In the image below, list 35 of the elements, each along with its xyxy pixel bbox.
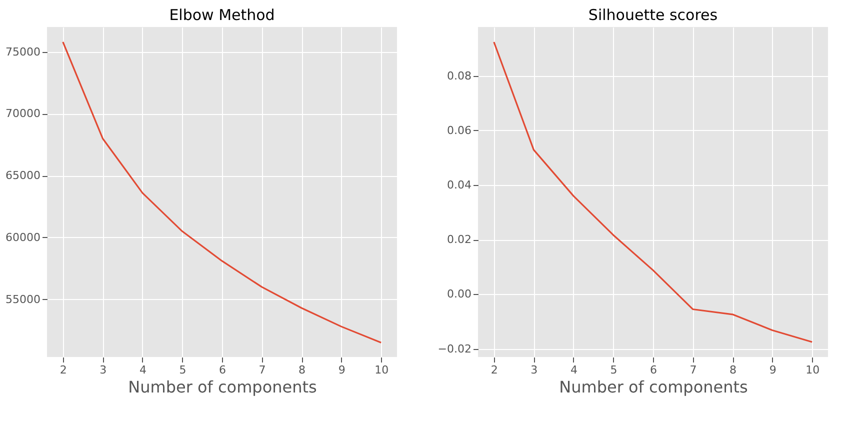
x-tick-label: 4 xyxy=(570,364,578,376)
x-tick-label: 3 xyxy=(100,364,107,376)
x-tick-label: 2 xyxy=(60,364,67,376)
x-tick-label: 6 xyxy=(219,364,226,376)
y-tick-label: 0.04 xyxy=(447,178,472,192)
x-tick-label: 3 xyxy=(530,364,538,376)
y-tick-label: 0.08 xyxy=(447,69,472,82)
x-tick-label: 9 xyxy=(769,364,776,376)
x-tick-label: 8 xyxy=(730,364,737,376)
y-tick-label: 0.00 xyxy=(447,288,472,301)
y-tick-label: −0.02 xyxy=(438,342,472,356)
chart-title: Elbow Method xyxy=(169,6,275,24)
line-series xyxy=(493,41,813,343)
x-tick-label: 10 xyxy=(806,364,820,376)
x-tick-label: 9 xyxy=(338,364,346,376)
y-tick-label: 60000 xyxy=(6,230,40,244)
y-tick-label: 75000 xyxy=(6,45,40,58)
x-tick-label: 5 xyxy=(179,364,186,376)
line-series xyxy=(62,41,382,344)
x-tick-label: 7 xyxy=(258,364,266,376)
y-tick-label: 0.02 xyxy=(447,233,472,246)
x-tick-label: 8 xyxy=(298,364,306,376)
x-tick-label: 7 xyxy=(690,364,697,376)
y-tick-label: 65000 xyxy=(6,169,40,182)
x-tick-label: 2 xyxy=(490,364,498,376)
x-axis-title: Number of components xyxy=(559,378,748,396)
y-tick-label: 55000 xyxy=(6,292,40,306)
x-tick-label: 5 xyxy=(610,364,618,376)
y-tick-label: 70000 xyxy=(6,107,40,120)
x-axis-title: Number of components xyxy=(128,378,317,396)
chart-title: Silhouette scores xyxy=(588,6,718,24)
x-tick-label: 6 xyxy=(650,364,657,376)
x-tick-label: 4 xyxy=(139,364,146,376)
y-tick-label: 0.06 xyxy=(447,124,472,137)
x-tick-label: 10 xyxy=(374,364,389,376)
